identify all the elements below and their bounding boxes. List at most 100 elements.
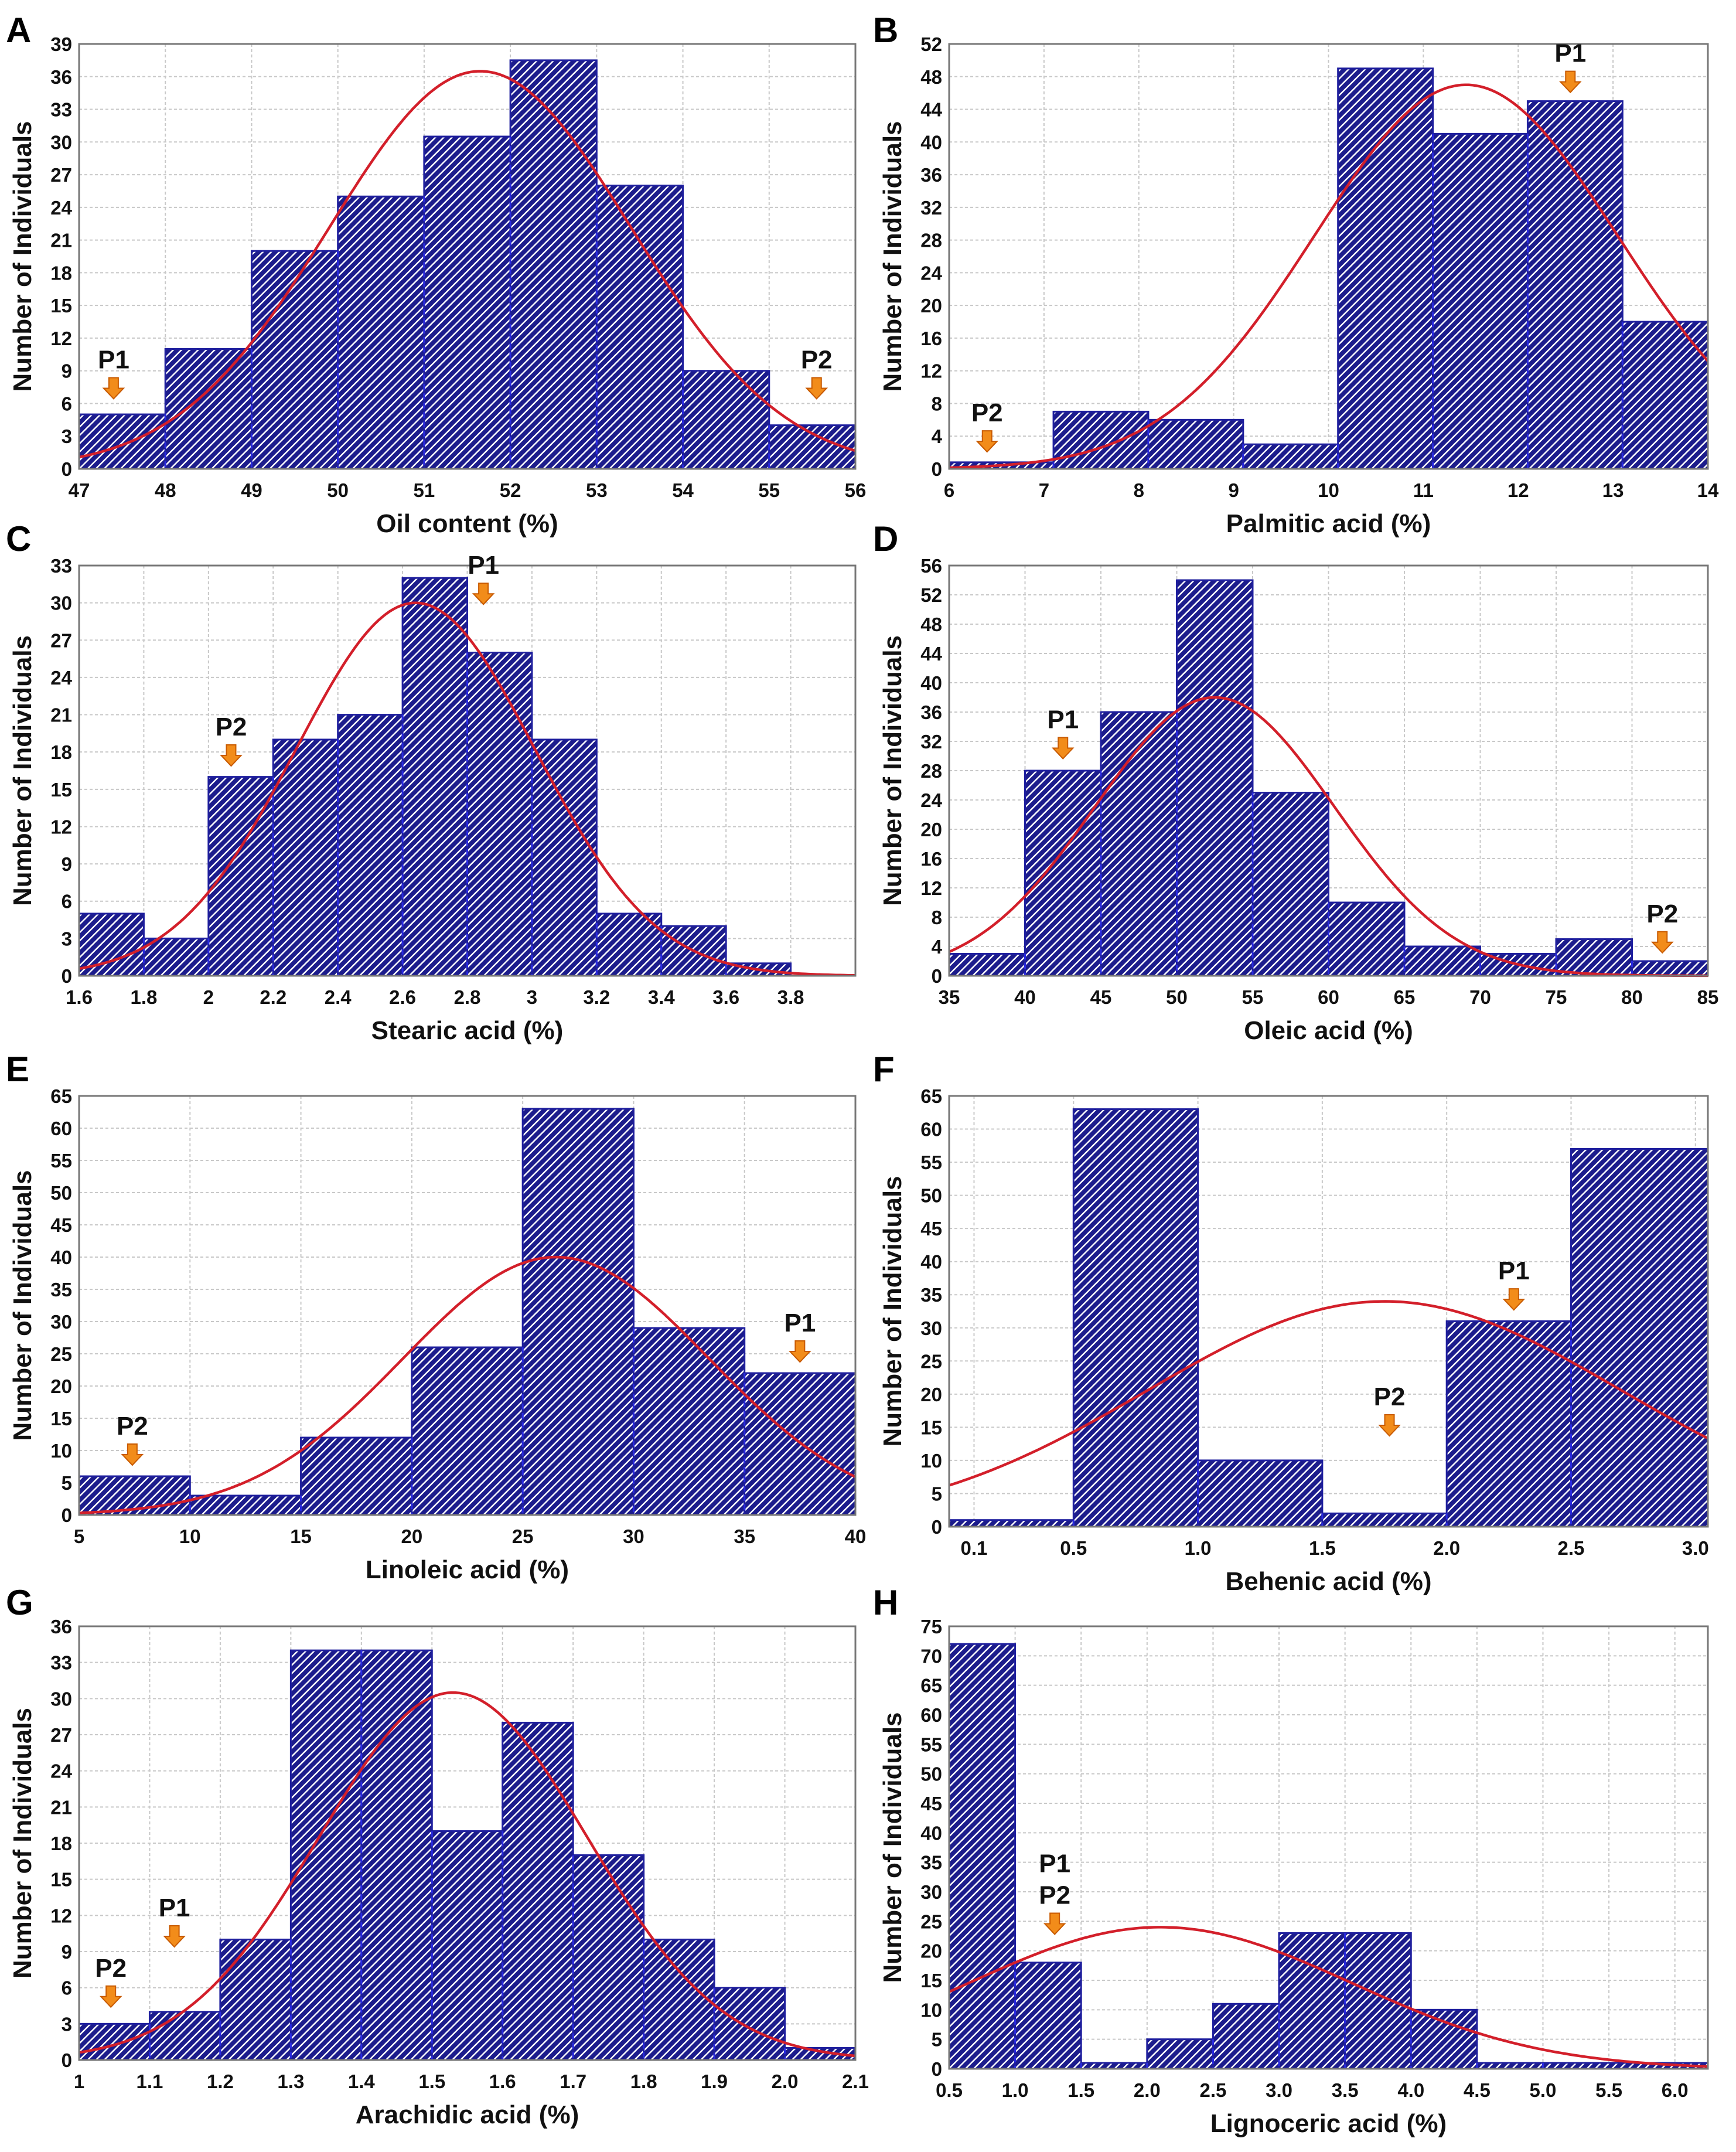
y-tick-label: 8	[932, 393, 942, 414]
histogram-bar	[1146, 2038, 1214, 2070]
x-axis-title: Linoleic acid (%)	[366, 1555, 569, 1584]
y-tick-label: 50	[920, 1763, 942, 1785]
x-tick-label: 1.8	[130, 986, 157, 1008]
histogram-bar	[1344, 1932, 1412, 2070]
x-tick-label: 49	[241, 479, 262, 501]
y-axis-title: Number of Individuals	[878, 1712, 907, 1983]
x-tick-label: 4.0	[1397, 2079, 1424, 2101]
x-tick-label: 8	[1134, 479, 1144, 501]
y-tick-label: 36	[50, 66, 72, 88]
y-tick-label: 48	[920, 66, 942, 88]
x-tick-label: 4.5	[1464, 2079, 1491, 2101]
x-tick-label: 2.1	[842, 2071, 869, 2092]
parent-marker-arrow-icon	[1051, 737, 1075, 760]
y-tick-label: 20	[920, 1940, 942, 1962]
x-tick-label: 1	[74, 2071, 84, 2092]
parent-marker-arrow-icon	[99, 1985, 122, 2008]
x-tick-label: 11	[1413, 479, 1434, 501]
y-tick-label: 24	[920, 789, 942, 811]
y-tick-label: 25	[920, 1911, 942, 1932]
y-tick-label: 27	[50, 629, 72, 651]
x-tick-label: 56	[845, 479, 867, 501]
x-tick-label: 3.5	[1332, 2079, 1359, 2101]
x-tick-label: 2.5	[1558, 1537, 1585, 1559]
histogram-bar	[337, 714, 404, 977]
x-tick-label: 50	[1166, 986, 1188, 1008]
histogram-bar	[1526, 100, 1624, 470]
parent-marker-label: P1 P2	[1039, 1850, 1070, 1910]
x-tick-label: 0.1	[961, 1537, 988, 1559]
y-tick-label: 0	[932, 1516, 942, 1538]
x-tick-label: 5.5	[1595, 2079, 1622, 2101]
histogram-bar	[219, 1938, 292, 2061]
histogram-bar	[572, 1854, 645, 2061]
y-tick-label: 50	[920, 1185, 942, 1207]
histogram-bar	[1212, 2003, 1280, 2070]
normal-fit-curve	[949, 1300, 1709, 1487]
x-tick-label: 1.4	[348, 2071, 376, 2092]
parent-marker-arrow-icon	[472, 583, 495, 605]
y-tick-label: 30	[50, 131, 72, 153]
y-tick-label: 40	[920, 1822, 942, 1844]
parent-marker-label: P2	[117, 1412, 148, 1441]
y-tick-label: 12	[920, 877, 942, 899]
histogram-bar	[1080, 2062, 1148, 2070]
histogram-bar	[502, 1721, 574, 2061]
parent-marker-label-line: P1	[1039, 1850, 1070, 1878]
y-tick-label: 35	[50, 1279, 72, 1300]
x-tick-label: 50	[327, 479, 349, 501]
panel-letter: F	[873, 1050, 895, 1089]
y-tick-label: 75	[920, 1616, 942, 1637]
x-tick-label: 1.0	[1002, 2079, 1029, 2101]
x-tick-label: 1.3	[277, 2071, 304, 2092]
y-tick-label: 36	[920, 702, 942, 723]
x-axis-title: Lignoceric acid (%)	[1210, 2109, 1447, 2138]
x-tick-label: 2.2	[260, 986, 287, 1008]
y-tick-label: 40	[920, 131, 942, 153]
y-tick-label: 33	[50, 1652, 72, 1674]
parent-marker-label: P1	[1498, 1257, 1530, 1285]
histogram-bar	[682, 370, 770, 470]
histogram-bar	[948, 1519, 1075, 1528]
histogram-bar	[1403, 945, 1481, 977]
y-tick-label: 0	[62, 965, 72, 987]
y-tick-label: 44	[920, 643, 942, 665]
x-tick-label: 40	[1014, 986, 1036, 1008]
y-tick-label: 18	[50, 262, 72, 284]
y-tick-label: 6	[62, 1977, 72, 1999]
x-tick-label: 10	[179, 1526, 201, 1547]
panel-letter: D	[873, 519, 898, 559]
histogram-bar	[1176, 579, 1254, 977]
x-tick-label: 3.0	[1266, 2079, 1292, 2101]
parent-marker-arrow-icon	[1043, 1912, 1066, 1935]
plot-frame	[948, 564, 1709, 977]
y-tick-label: 32	[920, 731, 942, 752]
y-axis-title: Number of Individuals	[878, 121, 907, 391]
x-tick-label: 2.8	[454, 986, 481, 1008]
y-tick-label: 18	[50, 741, 72, 763]
y-tick-label: 10	[920, 1450, 942, 1472]
histogram-bar	[509, 59, 598, 470]
x-tick-label: 13	[1602, 479, 1624, 501]
y-tick-label: 44	[920, 99, 942, 121]
histogram-bar	[1278, 1932, 1346, 2070]
parent-marker-label: P2	[1374, 1383, 1406, 1411]
histogram-bar	[164, 348, 253, 470]
y-tick-label: 18	[50, 1833, 72, 1854]
plot-frame	[948, 1095, 1709, 1528]
x-tick-label: 12	[1508, 479, 1529, 501]
histogram-bar	[643, 1938, 715, 2061]
y-axis-title: Number of Individuals	[878, 635, 907, 906]
plot-frame	[948, 1625, 1709, 2070]
panel-letter: B	[873, 11, 898, 50]
x-tick-label: 55	[758, 479, 780, 501]
histogram-bar	[521, 1108, 635, 1516]
y-tick-label: 60	[920, 1119, 942, 1140]
chart-panel-c: C 0 3 6 9 12 15 18 21 24 27 30 33 1.6 1.8 2 2.2 2.4 2.6 2.8…	[6, 519, 857, 1045]
y-tick-label: 48	[920, 614, 942, 635]
x-tick-label: 3.2	[583, 986, 610, 1008]
x-tick-label: 85	[1697, 986, 1719, 1008]
y-tick-label: 30	[920, 1881, 942, 1903]
